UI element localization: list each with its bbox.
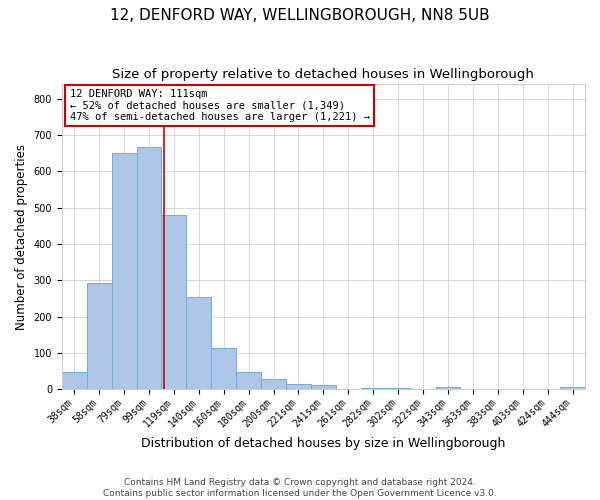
Bar	[112, 153, 137, 389]
X-axis label: Distribution of detached houses by size in Wellingborough: Distribution of detached houses by size …	[141, 437, 506, 450]
Text: 12 DENFORD WAY: 111sqm
← 52% of detached houses are smaller (1,349)
47% of semi-: 12 DENFORD WAY: 111sqm ← 52% of detached…	[70, 89, 370, 122]
Bar	[86, 283, 112, 389]
Bar	[137, 147, 161, 389]
Text: Contains HM Land Registry data © Crown copyright and database right 2024.
Contai: Contains HM Land Registry data © Crown c…	[103, 478, 497, 498]
Bar	[261, 379, 286, 389]
Bar	[161, 216, 187, 389]
Y-axis label: Number of detached properties: Number of detached properties	[15, 144, 28, 330]
Bar	[286, 384, 311, 389]
Bar	[62, 372, 86, 389]
Bar	[436, 387, 460, 389]
Bar	[187, 298, 211, 389]
Bar	[386, 388, 410, 389]
Title: Size of property relative to detached houses in Wellingborough: Size of property relative to detached ho…	[112, 68, 535, 80]
Bar	[560, 387, 585, 389]
Bar	[361, 388, 386, 389]
Bar	[236, 372, 261, 389]
Bar	[311, 386, 336, 389]
Text: 12, DENFORD WAY, WELLINGBOROUGH, NN8 5UB: 12, DENFORD WAY, WELLINGBOROUGH, NN8 5UB	[110, 8, 490, 22]
Bar	[211, 348, 236, 389]
